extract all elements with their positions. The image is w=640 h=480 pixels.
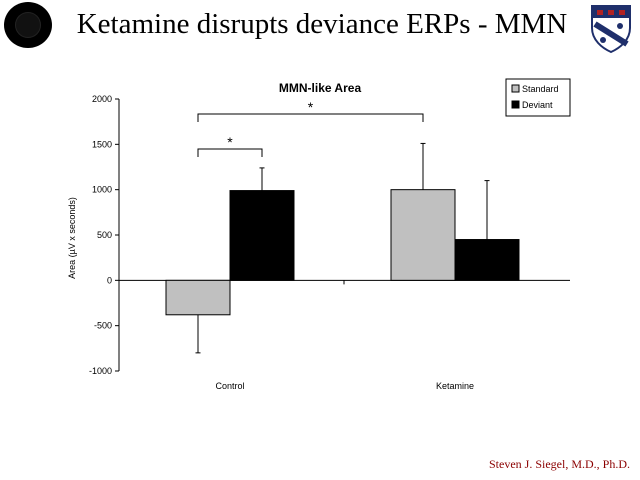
chart-title: MMN-like Area [279,81,362,95]
legend-swatch [511,100,520,109]
bar [454,239,520,281]
author-footer: Steven J. Siegel, M.D., Ph.D. [489,457,630,471]
y-tick-label: -500 [94,321,112,331]
slide-title: Ketamine disrupts deviance ERPs - MMN [76,8,568,40]
x-tick-label: Control [215,381,244,391]
y-tick-label: 0 [107,275,112,285]
university-seal-icon [4,2,52,48]
y-tick-label: 1000 [92,185,112,195]
significance-bracket [197,148,263,157]
y-axis-label: Area (µV x seconds) [67,197,77,279]
bar [390,189,456,281]
significance-star: * [308,99,314,115]
penn-shield-icon [591,5,631,54]
seal-inner [15,12,41,38]
bar [229,190,295,281]
legend-swatch [511,84,520,93]
significance-star: * [227,134,233,150]
legend-label: Deviant [522,100,553,110]
y-tick-label: -1000 [89,366,112,376]
significance-bracket [197,113,424,122]
legend-label: Standard [522,84,559,94]
y-tick-label: 1500 [92,139,112,149]
x-tick-label: Ketamine [436,381,474,391]
y-tick-label: 2000 [92,94,112,104]
y-tick-label: 500 [97,230,112,240]
bar [165,279,231,316]
